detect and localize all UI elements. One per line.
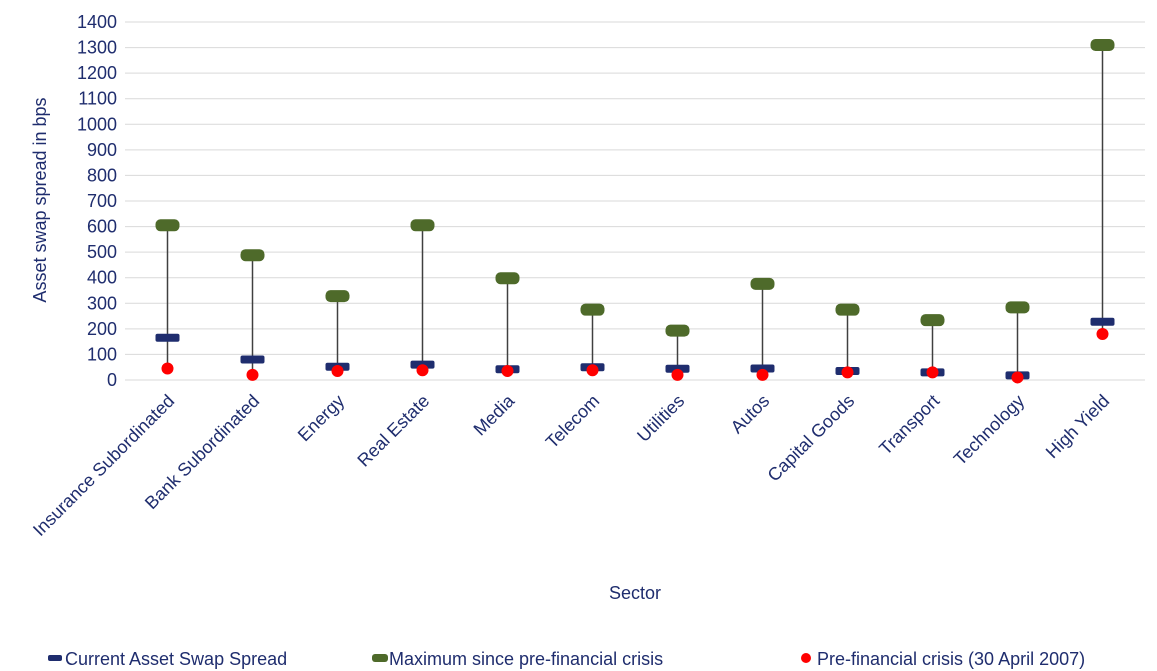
legend-item: Maximum since pre-financial crisis [372, 649, 663, 669]
legend-label: Current Asset Swap Spread [65, 649, 287, 669]
max-marker [495, 272, 520, 285]
legend-item: Pre-financial crisis (30 April 2007) [801, 649, 1085, 669]
max-marker [835, 303, 860, 316]
current-marker [155, 333, 180, 342]
y-tick-label: 1400 [77, 12, 117, 32]
x-tick-label: Media [470, 390, 520, 440]
legend-label: Pre-financial crisis (30 April 2007) [817, 649, 1085, 669]
pre-crisis-marker [756, 368, 769, 381]
max-marker [410, 219, 435, 232]
x-axis-title: Sector [609, 583, 661, 603]
y-tick-label: 300 [87, 293, 117, 313]
max-marker [240, 249, 265, 262]
current-marker [1090, 317, 1115, 326]
y-tick-label: 1100 [78, 89, 117, 109]
pre-crisis-marker [246, 368, 259, 381]
y-tick-label: 200 [87, 319, 117, 339]
pre-crisis-marker [586, 364, 599, 377]
legend-label: Maximum since pre-financial crisis [389, 649, 663, 669]
y-tick-label: 400 [87, 268, 117, 288]
pre-crisis-marker [161, 362, 174, 375]
pre-crisis-marker [416, 364, 429, 377]
x-tick-label: Technology [950, 391, 1029, 470]
pre-crisis-marker [331, 365, 344, 378]
pre-crisis-marker [926, 366, 939, 379]
pre-crisis-marker [671, 368, 684, 381]
y-tick-label: 700 [87, 191, 117, 211]
x-tick-label: Utilities [633, 391, 688, 446]
max-marker [580, 303, 605, 316]
legend: Current Asset Swap Spread Maximum since p… [48, 649, 1085, 669]
max-marker [1090, 39, 1115, 52]
pre-crisis-marker [1011, 371, 1024, 384]
y-tick-label: 1000 [77, 114, 117, 134]
plot-marks [155, 39, 1115, 384]
max-marker [920, 314, 945, 327]
current-marker [750, 364, 775, 373]
y-tick-label: 500 [87, 242, 117, 262]
legend-swatch [48, 655, 62, 661]
y-tick-label: 100 [87, 344, 117, 364]
current-marker [665, 364, 690, 373]
x-tick-label: High Yield [1042, 391, 1113, 462]
pre-crisis-marker [841, 366, 854, 379]
x-tick-label: Real Estate [353, 391, 433, 471]
legend-swatch [801, 653, 811, 663]
max-marker [665, 324, 690, 337]
max-marker [155, 219, 180, 232]
y-tick-label: 0 [107, 370, 117, 390]
x-tick-label: Insurance Subordinated [29, 391, 178, 540]
y-tick-label: 900 [87, 140, 117, 160]
pre-crisis-marker [1096, 327, 1109, 340]
x-tick-label: Transport [875, 391, 943, 459]
current-marker [240, 355, 265, 364]
y-tick-label: 1300 [77, 38, 117, 58]
y-tick-label: 1200 [77, 63, 117, 83]
x-tick-label: Autos [727, 391, 774, 438]
max-marker [750, 277, 775, 290]
pre-crisis-marker [501, 365, 514, 378]
y-tick-label: 600 [87, 217, 117, 237]
x-tick-label: Energy [294, 391, 348, 445]
legend-swatch [372, 654, 388, 662]
legend-item: Current Asset Swap Spread [48, 649, 287, 669]
x-tick-label: Telecom [542, 391, 604, 453]
x-tick-label: Capital Goods [764, 391, 859, 486]
gridlines [125, 21, 1145, 381]
max-marker [325, 290, 350, 303]
y-tick-label: 800 [87, 165, 117, 185]
y-axis-ticks: 0 100 200 300 400 500 600 700 800 900 1000 1100 1200… [77, 12, 117, 390]
y-axis-title: Asset swap spread in bps [30, 97, 50, 302]
max-marker [1005, 301, 1030, 314]
